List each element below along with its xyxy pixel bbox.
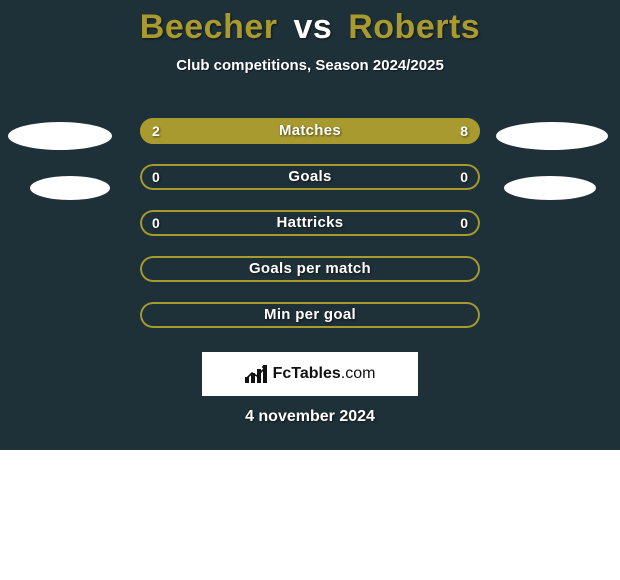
stat-rows: Matches28Goals00Hattricks00Goals per mat… bbox=[140, 118, 480, 348]
empty-white-area bbox=[0, 450, 620, 580]
date-text: 4 november 2024 bbox=[0, 408, 620, 426]
logo-bar bbox=[257, 369, 261, 383]
subtitle-text: Club competitions, Season 2024/2025 bbox=[0, 57, 620, 74]
logo-bar bbox=[263, 365, 267, 383]
stat-label: Goals bbox=[140, 164, 480, 190]
player2-name: Roberts bbox=[348, 8, 480, 46]
logo-domain: .com bbox=[341, 365, 376, 382]
stat-label: Hattricks bbox=[140, 210, 480, 236]
stat-row: Matches2 8 bbox=[140, 118, 480, 144]
decorative-ellipse bbox=[504, 176, 596, 200]
logo-text: FcTables.com bbox=[273, 365, 376, 383]
stat-label: Goals per match bbox=[140, 256, 480, 282]
stat-value-left: 0 bbox=[152, 164, 160, 190]
decorative-ellipse bbox=[30, 176, 110, 200]
bar-chart-icon bbox=[245, 365, 267, 383]
decorative-ellipse bbox=[496, 122, 608, 150]
stat-row: Goals per match bbox=[140, 256, 480, 282]
decorative-ellipse bbox=[8, 122, 112, 150]
stat-row: Hattricks0 0 bbox=[140, 210, 480, 236]
stat-row: Min per goal bbox=[140, 302, 480, 328]
stat-value-left: 0 bbox=[152, 210, 160, 236]
stat-value-right: 8 bbox=[460, 118, 468, 144]
logo-box[interactable]: FcTables.com bbox=[202, 352, 418, 396]
logo-brand: FcTables bbox=[273, 365, 341, 382]
page-title: Beecher vs Roberts bbox=[0, 0, 620, 47]
stat-value-right: 0 bbox=[460, 164, 468, 190]
stat-label: Matches bbox=[140, 118, 480, 144]
comparison-stage: Beecher vs Roberts Club competitions, Se… bbox=[0, 0, 620, 450]
stat-value-right: 0 bbox=[460, 210, 468, 236]
player1-name: Beecher bbox=[140, 8, 278, 46]
logo-bar bbox=[251, 373, 255, 383]
logo-bar bbox=[245, 377, 249, 383]
stat-row: Goals0 0 bbox=[140, 164, 480, 190]
stat-value-left: 2 bbox=[152, 118, 160, 144]
stat-label: Min per goal bbox=[140, 302, 480, 328]
vs-text: vs bbox=[293, 8, 332, 46]
